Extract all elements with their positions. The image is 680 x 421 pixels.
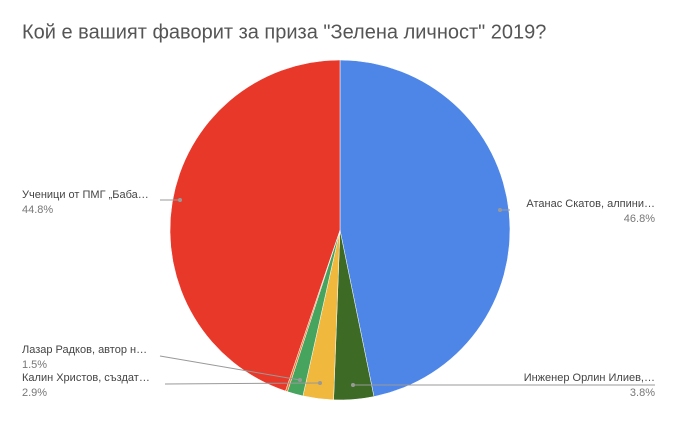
pie-slice [169, 59, 341, 392]
leader-dot [318, 381, 322, 385]
slice-label: Калин Христов, създат… [22, 372, 150, 384]
leader-dot [351, 383, 355, 387]
slice-percent: 2.9% [22, 387, 47, 399]
slice-percent: 46.8% [624, 213, 655, 225]
slice-percent: 1.5% [22, 359, 47, 371]
leader-line [164, 382, 321, 385]
slice-percent: 44.8% [22, 204, 53, 216]
slice-label: Инженер Орлин Илиев,… [524, 372, 655, 384]
chart-title: Кой е вашият фаворит за приза "Зелена ли… [22, 21, 546, 43]
leader-dot [178, 198, 182, 202]
pie-slice [339, 59, 511, 397]
slice-label: Ученици от ПМГ „Баба… [22, 189, 149, 201]
leader-dot [298, 378, 302, 382]
leader-dot [498, 208, 502, 212]
leader-line [159, 355, 301, 381]
slice-percent: 3.8% [630, 387, 655, 399]
slice-label: Атанас Скатов, алпини… [526, 198, 655, 210]
slice-label: Лазар Радков, автор н… [22, 344, 147, 356]
